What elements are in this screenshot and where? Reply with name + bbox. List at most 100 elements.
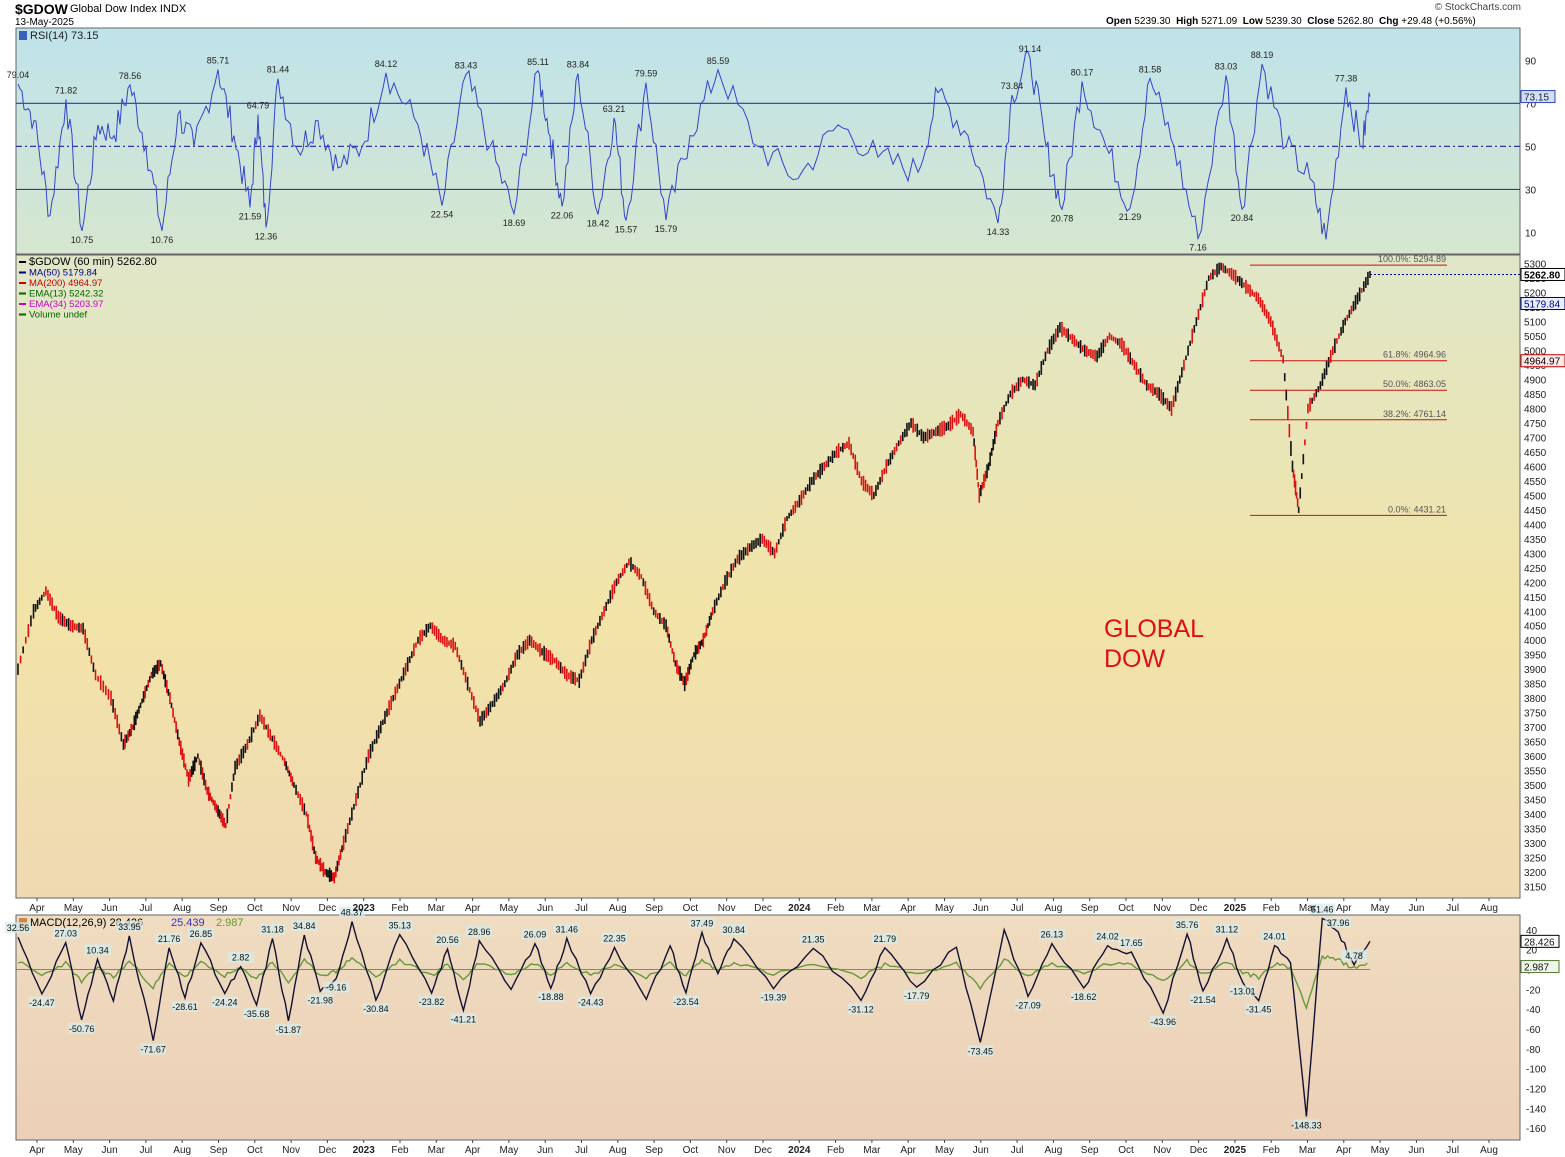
macd-label-bg: [52, 927, 79, 939]
x-tick-label: Jun: [102, 1145, 118, 1156]
x-tick-label: Sep: [645, 1145, 663, 1156]
rsi-y-tick-label: 70: [1525, 99, 1537, 110]
price-y-tick-label: 3400: [1524, 810, 1547, 821]
high-value: 5271.09: [1201, 16, 1238, 27]
price-y-tick-label: 5300: [1524, 260, 1547, 271]
x-tick-label: May: [1371, 903, 1390, 914]
macd-value-label: -9.16: [326, 983, 347, 993]
x-tick-label: May: [64, 1145, 83, 1156]
high-label: High: [1176, 16, 1199, 27]
macd-label-bg: [386, 919, 413, 931]
macd-y-tick-label: -140: [1526, 1104, 1546, 1115]
macd-label-bg: [1174, 919, 1201, 931]
price-y-tick-label: 4400: [1524, 520, 1547, 531]
macd-value-label: 24.02: [1096, 932, 1119, 942]
price-y-tick-label: 4300: [1524, 549, 1547, 560]
x-tick-label: Aug: [1045, 903, 1063, 914]
stockcharts-brand: © StockCharts.com: [1434, 2, 1521, 13]
price-y-tick-label: 4800: [1524, 405, 1547, 416]
x-tick-label: Nov: [1153, 1145, 1171, 1156]
chart-symbol: $GDOW: [15, 1, 68, 17]
price-y-tick-label: 4050: [1524, 622, 1547, 633]
price-y-tick-label: 4350: [1524, 535, 1547, 546]
low-label: Low: [1242, 16, 1263, 27]
price-y-tick-label: 3550: [1524, 767, 1547, 778]
macd-last-value: 28.426: [1524, 937, 1555, 948]
x-tick-label: May: [499, 1145, 518, 1156]
rsi-legend: RSI(14) 73.15: [30, 30, 98, 42]
rsi-value-label: 22.54: [431, 209, 454, 219]
price-legend-entry: MA(200) 4964.97: [29, 278, 102, 289]
macd-value-label: 31.46: [555, 924, 578, 934]
price-y-tick-label: 4900: [1524, 376, 1547, 387]
x-tick-label: Dec: [1190, 903, 1208, 914]
x-tick-label: Aug: [173, 1145, 191, 1156]
macd-y-tick-label: -80: [1526, 1045, 1541, 1056]
x-tick-label: Nov: [718, 903, 736, 914]
price-y-tick-label: 3650: [1524, 738, 1547, 749]
x-tick-label: Dec: [319, 903, 337, 914]
macd-value-label: -31.12: [848, 1004, 874, 1014]
macd-value-label: 4.78: [1345, 951, 1363, 961]
rsi-value-label: 79.59: [635, 69, 658, 79]
x-tick-label: Jul: [1446, 903, 1459, 914]
price-y-tick-label: 4600: [1524, 462, 1547, 473]
rsi-value-label: 10.75: [71, 235, 94, 245]
price-y-tick-label: 4150: [1524, 593, 1547, 604]
x-tick-label: May: [1371, 1145, 1390, 1156]
macd-value-label: 21.35: [802, 934, 825, 944]
macd-label-bg: [1213, 923, 1240, 935]
macd-label-bg: [307, 994, 334, 1006]
macd-label-bg: [537, 991, 564, 1003]
macd-value-label: 10.34: [86, 945, 109, 955]
macd-value-label: 21.76: [158, 934, 181, 944]
price-y-tick-label: 4500: [1524, 491, 1547, 502]
macd-value-label: 28.96: [468, 927, 491, 937]
x-tick-label: Jul: [1011, 903, 1024, 914]
price-y-tick-label: 5200: [1524, 289, 1547, 300]
rsi-value-label: 85.11: [527, 57, 549, 67]
price-y-tick-label: 4700: [1524, 433, 1547, 444]
macd-label-bg: [339, 906, 366, 918]
macd-label-bg: [967, 1045, 994, 1057]
macd-line: [17, 917, 1371, 1117]
x-tick-label: Feb: [391, 1145, 409, 1156]
x-tick-label: Jun: [1408, 903, 1424, 914]
price-y-tick-label: 3200: [1524, 868, 1547, 879]
rsi-y-tick-label: 50: [1525, 142, 1537, 153]
macd-label-bg: [1229, 985, 1256, 997]
x-tick-label: Jun: [537, 903, 553, 914]
rsi-value-label: 78.56: [119, 71, 142, 81]
macd-y-tick-label: -160: [1526, 1124, 1546, 1135]
macd-value-label: 27.03: [54, 929, 77, 939]
x-tick-label: Aug: [1045, 1145, 1063, 1156]
macd-y-tick-label: -60: [1526, 1025, 1541, 1036]
price-y-tick-label: 3300: [1524, 839, 1547, 850]
rsi-value-label: 83.43: [455, 60, 478, 70]
macd-value-label: 33.95: [118, 922, 141, 932]
exchange: INDX: [159, 3, 187, 15]
price-y-tick-label: 3950: [1524, 651, 1547, 662]
price-y-tick-label: 3750: [1524, 709, 1547, 720]
price-y-tick-label: 3850: [1524, 680, 1547, 691]
rsi-value-label: 12.36: [255, 231, 278, 241]
x-tick-label: Nov: [282, 1145, 300, 1156]
price-y-tick-label: 5000: [1524, 347, 1547, 358]
rsi-value-label: 80.17: [1071, 67, 1094, 77]
price-y-tick-label: 4550: [1524, 477, 1547, 488]
x-tick-label: Oct: [683, 903, 699, 914]
macd-signal-legend: 25.439: [171, 917, 205, 929]
x-tick-label: Sep: [1081, 1145, 1099, 1156]
rsi-legend-icon: [19, 31, 27, 40]
price-legend-entry: Volume undef: [29, 310, 87, 321]
x-tick-label: Feb: [1263, 903, 1281, 914]
price-y-tick-label: 4000: [1524, 636, 1547, 647]
macd-value-label: -18.88: [538, 992, 564, 1002]
rsi-value-label: 63.21: [603, 104, 626, 114]
rsi-value-label: 15.79: [655, 224, 678, 234]
macd-value-label: -41.21: [451, 1014, 477, 1024]
x-tick-label: Feb: [1263, 1145, 1281, 1156]
macd-label-bg: [116, 920, 143, 932]
macd-label-bg: [1070, 990, 1097, 1002]
macd-label-bg: [577, 996, 604, 1008]
